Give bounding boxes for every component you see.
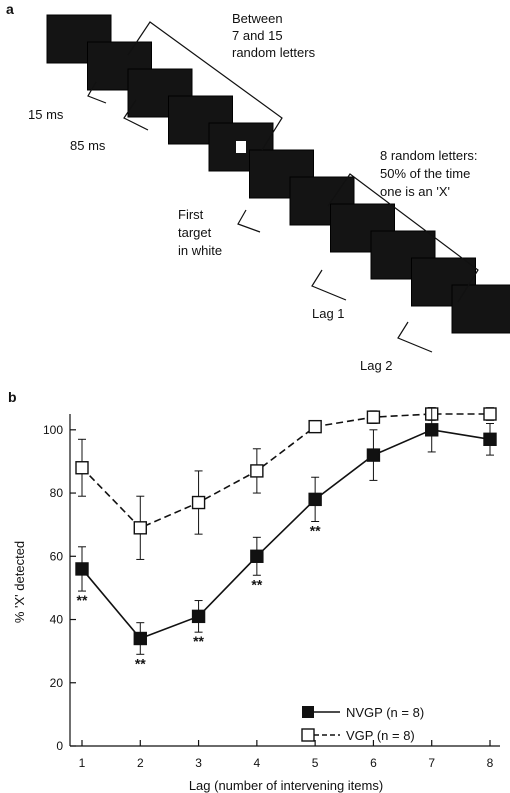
- x-tick-label: 7: [428, 756, 435, 770]
- data-point: [308, 419, 322, 434]
- annotation-first-target-3: in white: [178, 243, 222, 258]
- annotation-15ms: 15 ms: [28, 107, 64, 122]
- panel-a-label: a: [6, 1, 14, 17]
- x-tick-label: 2: [137, 756, 144, 770]
- series-vgp: [75, 407, 497, 560]
- y-axis-label: % 'X' detected: [12, 541, 27, 623]
- bracket-85ms: [123, 99, 149, 131]
- rsvp-frame-stack: [46, 14, 510, 334]
- annotation-brackets: [87, 21, 479, 353]
- significance-marker: **: [193, 633, 204, 649]
- bracket-eight-letters: [327, 173, 479, 303]
- panel-b-label: b: [8, 389, 17, 405]
- legend-label-vgp: VGP (n = 8): [346, 728, 415, 743]
- data-point: [308, 492, 322, 507]
- series-line: [81, 428, 491, 640]
- annotation-lag2: Lag 2: [360, 358, 393, 373]
- x-tick-label: 1: [79, 756, 86, 770]
- data-point: [483, 407, 497, 421]
- significance-markers: ** ** ** ** **: [77, 523, 322, 672]
- data-point: [366, 448, 381, 462]
- x-tick-label: 8: [487, 756, 494, 770]
- letter-frame: [451, 284, 510, 334]
- legend-label-nvgp: NVGP (n = 8): [346, 705, 424, 720]
- x-ticks: 1 2 3 4 5 6 7 8: [79, 740, 494, 770]
- significance-marker: **: [310, 523, 321, 539]
- data-point: [133, 631, 147, 646]
- data-point: [191, 609, 206, 624]
- series-nvgp: [75, 407, 497, 655]
- y-tick-label: 60: [50, 549, 64, 563]
- annotation-eight-3: one is an 'X': [380, 184, 450, 199]
- axes: [69, 414, 500, 747]
- data-point: [250, 549, 264, 563]
- data-point: [425, 423, 439, 437]
- data-point: [191, 495, 206, 510]
- legend-marker-nvgp: [302, 706, 314, 718]
- bracket-between: [127, 21, 283, 151]
- y-tick-label: 100: [43, 423, 63, 437]
- x-axis-label: Lag (number of intervening items): [189, 778, 383, 793]
- data-point: [133, 521, 147, 535]
- annotation-between-2: 7 and 15: [232, 28, 283, 43]
- y-tick-label: 20: [50, 676, 64, 690]
- data-point: [366, 410, 381, 424]
- significance-marker: **: [135, 655, 146, 671]
- bracket-lag2: [397, 321, 433, 353]
- annotation-first-target-2: target: [178, 225, 212, 240]
- data-point: [75, 461, 89, 475]
- bracket-first-target: [237, 209, 261, 233]
- legend-marker-vgp: [301, 728, 315, 742]
- panel-a-rsvp-diagram: a Between 7 and 15 random letters 15 ms …: [6, 1, 510, 373]
- bracket-lag1: [311, 269, 347, 301]
- annotation-between-3: random letters: [232, 45, 316, 60]
- annotation-85ms: 85 ms: [70, 138, 106, 153]
- data-point: [250, 464, 264, 478]
- white-target-letter: [236, 141, 246, 153]
- bracket-15ms: [87, 81, 107, 104]
- significance-marker: **: [77, 592, 88, 608]
- plot-area: ** ** ** ** **: [75, 407, 497, 672]
- x-tick-label: 4: [254, 756, 261, 770]
- x-tick-label: 6: [370, 756, 377, 770]
- annotation-lag1: Lag 1: [312, 306, 345, 321]
- legend: NVGP (n = 8) VGP (n = 8): [301, 705, 424, 743]
- series-line: [81, 413, 490, 529]
- annotation-first-target-1: First: [178, 207, 204, 222]
- panel-b-chart: b 0 20 40 60 80 100 1 2 3 4 5 6 7 8 % 'X' detected L…: [8, 389, 500, 793]
- annotation-eight-1: 8 random letters:: [380, 148, 478, 163]
- data-point: [483, 432, 497, 446]
- y-tick-label: 80: [50, 486, 64, 500]
- significance-marker: **: [251, 576, 262, 592]
- data-point: [75, 562, 89, 576]
- x-tick-label: 3: [195, 756, 202, 770]
- y-tick-label: 40: [50, 613, 64, 627]
- y-ticks: 0 20 40 60 80 100: [43, 423, 76, 753]
- annotation-between-1: Between: [232, 11, 283, 26]
- x-tick-label: 5: [312, 756, 319, 770]
- annotation-eight-2: 50% of the time: [380, 166, 470, 181]
- y-tick-label: 0: [56, 739, 63, 753]
